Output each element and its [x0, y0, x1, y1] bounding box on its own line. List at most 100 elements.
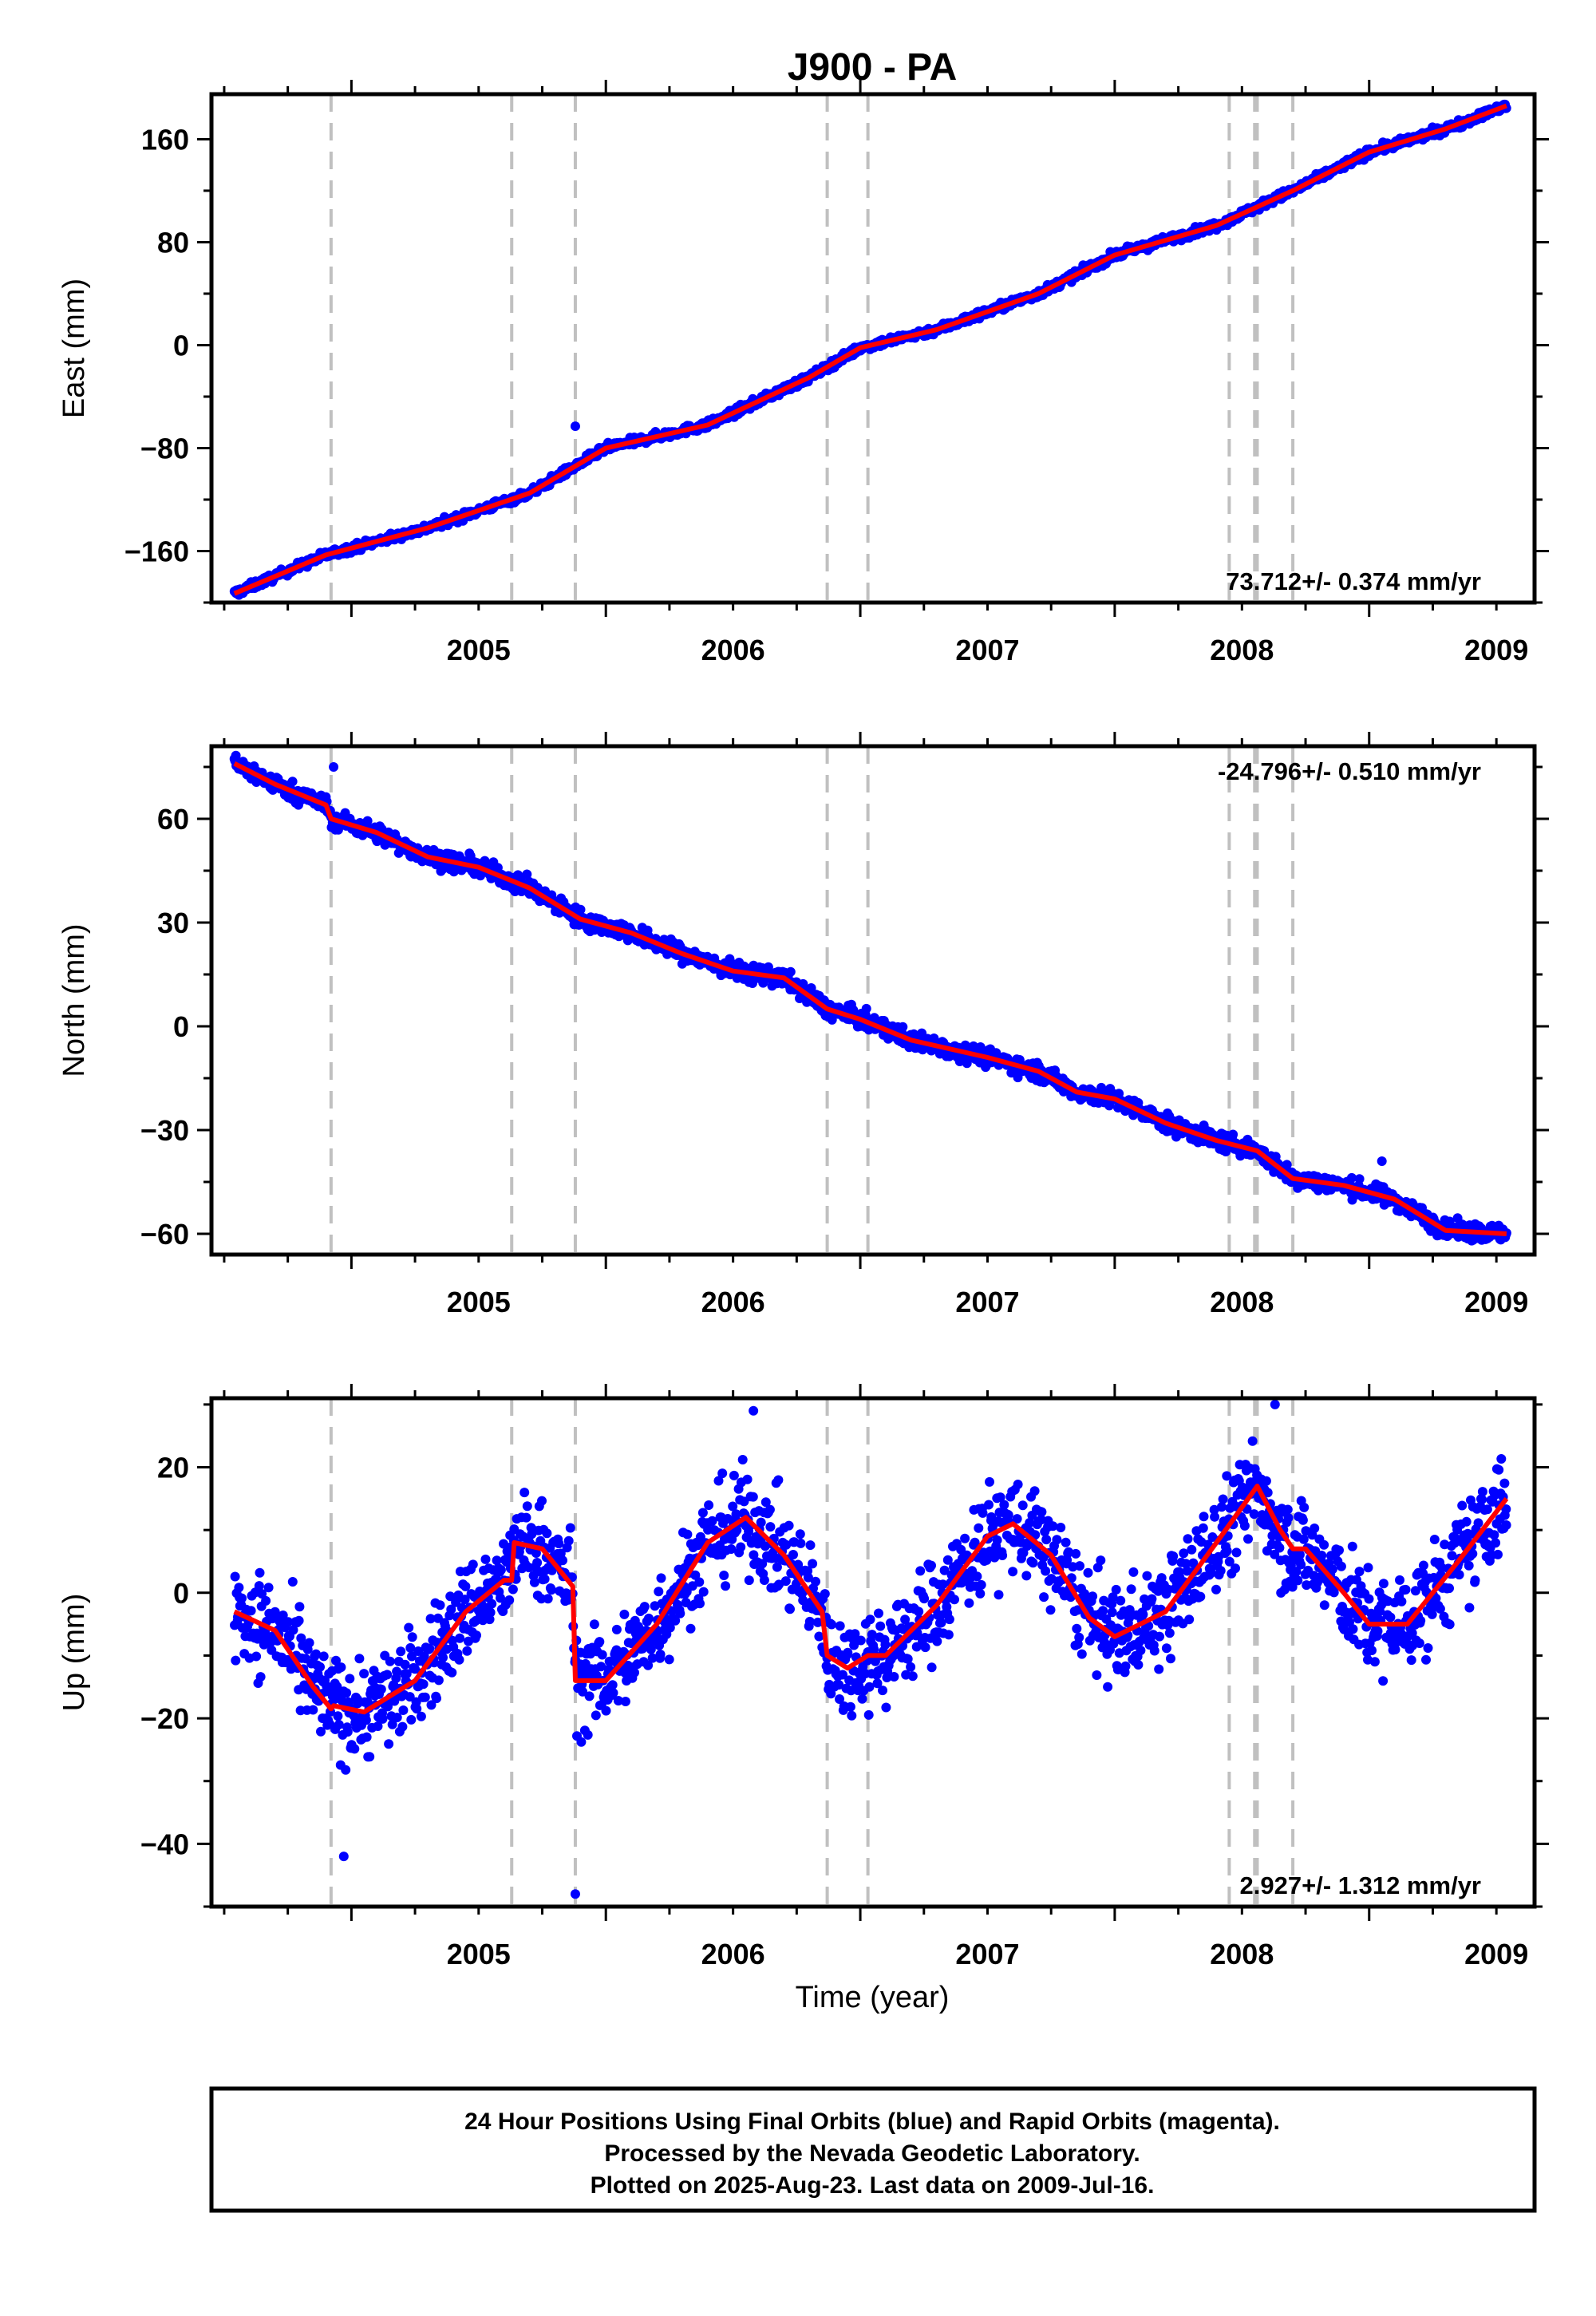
data-point	[294, 1615, 304, 1626]
data-point	[1168, 1551, 1179, 1561]
data-point	[496, 1565, 506, 1575]
north-model-line	[233, 761, 1507, 1236]
data-point	[318, 1651, 329, 1662]
data-point	[1017, 1500, 1028, 1511]
data-point	[254, 1581, 264, 1591]
data-point	[960, 1040, 970, 1050]
data-point	[341, 1765, 351, 1775]
data-point	[472, 1630, 481, 1641]
data-point	[373, 1721, 383, 1731]
data-point	[942, 1555, 953, 1565]
data-point	[926, 1662, 937, 1673]
data-point	[446, 1604, 456, 1614]
data-point	[867, 1630, 877, 1640]
data-point	[536, 1594, 547, 1604]
data-point	[976, 1579, 986, 1590]
data-point	[814, 1631, 824, 1642]
data-point	[881, 1702, 891, 1713]
data-point	[377, 1713, 388, 1724]
data-point	[1096, 1555, 1106, 1566]
north-frame	[209, 744, 1537, 1257]
data-point	[537, 1496, 547, 1506]
data-point	[308, 1705, 318, 1715]
x-tick-label: 2009	[1464, 1286, 1528, 1318]
data-point	[522, 869, 532, 879]
data-point	[646, 1644, 656, 1654]
data-point	[630, 1667, 639, 1678]
data-point	[1041, 1535, 1052, 1545]
data-point	[911, 1642, 922, 1652]
data-point	[707, 1516, 717, 1526]
data-point	[576, 1737, 587, 1747]
y-tick-label: 60	[157, 803, 189, 836]
data-point	[315, 1662, 325, 1672]
data-point	[912, 1627, 922, 1638]
y-tick-label: −60	[140, 1218, 189, 1251]
data-point	[998, 1551, 1008, 1560]
data-point	[1048, 1521, 1058, 1531]
data-point	[345, 1674, 355, 1684]
data-point	[982, 1555, 992, 1565]
data-point	[554, 1539, 564, 1549]
data-point	[849, 1640, 859, 1650]
data-point	[875, 1621, 886, 1631]
data-point	[773, 1475, 784, 1485]
data-point	[411, 1697, 421, 1707]
data-point	[650, 1601, 660, 1611]
data-point	[964, 1598, 974, 1608]
data-point	[1164, 1628, 1175, 1638]
data-point	[255, 1567, 265, 1578]
data-point	[759, 1575, 769, 1585]
data-point	[1028, 1558, 1038, 1568]
data-point	[334, 1720, 344, 1729]
data-point	[589, 1619, 599, 1630]
data-point	[1061, 1537, 1071, 1547]
data-point	[420, 1692, 430, 1702]
data-point	[418, 1679, 429, 1690]
data-point	[425, 1643, 435, 1654]
data-point	[1077, 1649, 1087, 1659]
data-point	[608, 1688, 618, 1698]
data-point	[407, 1651, 417, 1662]
data-point	[784, 1520, 794, 1531]
data-point	[392, 1666, 402, 1677]
data-point	[1037, 1507, 1047, 1517]
data-point	[578, 1686, 588, 1697]
y-tick-label: −80	[140, 432, 189, 464]
data-point	[1088, 1591, 1098, 1602]
data-point	[878, 1686, 887, 1696]
data-point	[543, 1594, 553, 1604]
data-point	[643, 1660, 654, 1670]
data-point	[426, 1700, 437, 1710]
data-point	[943, 1630, 954, 1640]
data-point	[864, 1682, 875, 1692]
data-point	[362, 816, 373, 826]
data-point	[575, 904, 586, 915]
data-point	[539, 1574, 550, 1584]
data-point	[460, 1581, 471, 1591]
data-point	[412, 1704, 422, 1714]
data-point	[808, 1559, 818, 1569]
data-point	[595, 1637, 605, 1647]
data-point	[251, 1651, 262, 1662]
data-point	[721, 1581, 731, 1591]
data-point	[855, 1635, 866, 1646]
x-tick-label: 2006	[701, 634, 765, 666]
data-point	[694, 1577, 705, 1587]
data-point	[468, 1559, 478, 1570]
x-tick-label: 2005	[447, 1286, 511, 1318]
data-point	[644, 1613, 654, 1623]
data-point	[756, 1517, 766, 1528]
data-point	[869, 1013, 879, 1023]
data-point	[685, 1623, 696, 1634]
data-point	[288, 1625, 298, 1635]
data-point	[1142, 1571, 1152, 1581]
data-point	[613, 1696, 623, 1705]
data-point	[397, 1721, 408, 1732]
y-tick-label: 160	[141, 123, 189, 156]
data-point	[508, 1584, 518, 1595]
data-point	[690, 1570, 701, 1580]
data-point	[704, 1500, 714, 1510]
data-point	[1126, 1584, 1136, 1595]
data-point	[903, 1654, 913, 1664]
